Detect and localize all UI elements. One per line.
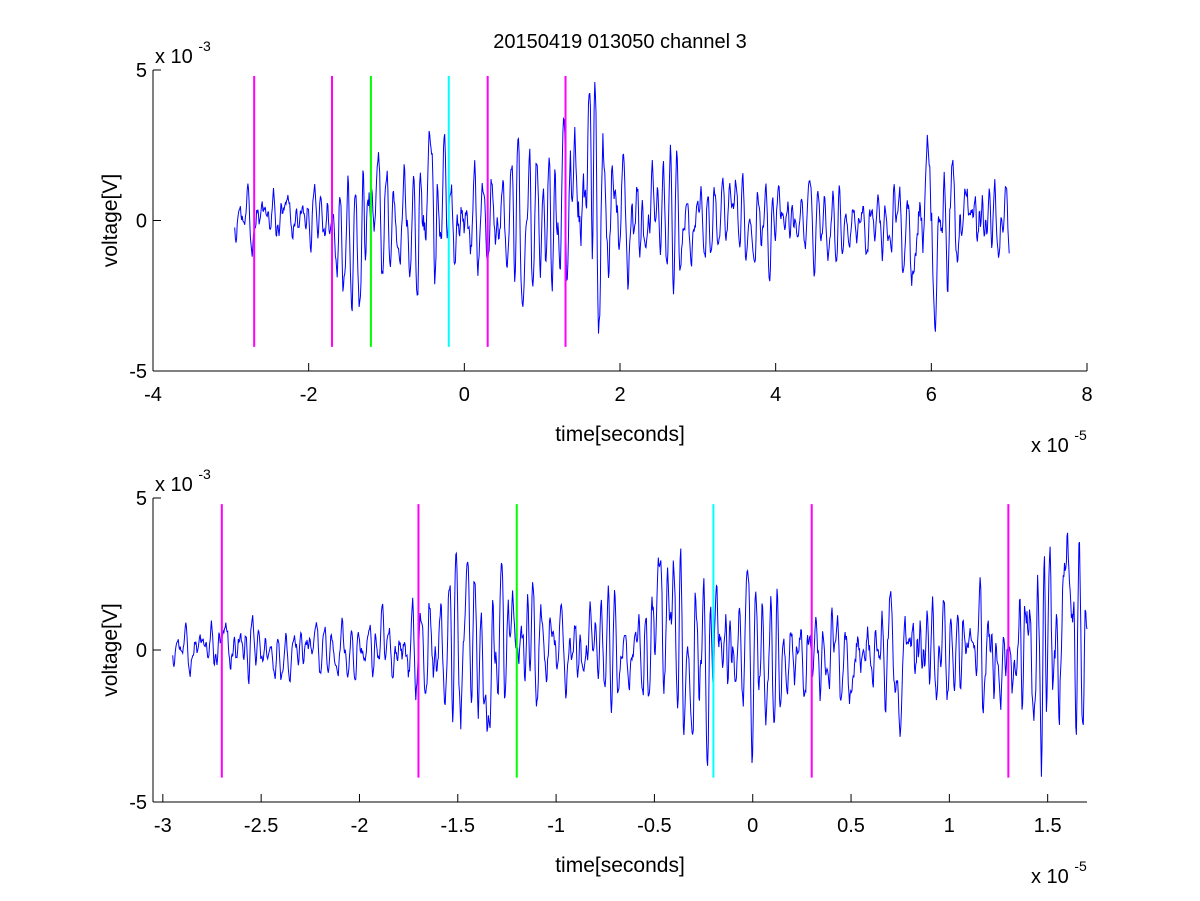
x-tick-label: 1.5 bbox=[1034, 815, 1062, 837]
bottom-axes: -3 -2.5 -2 -1.5 -1 -0.5 0 0.5 1 1.5 -5 0 5 x 10 -3 x 1… bbox=[99, 466, 1088, 888]
signal-trace bbox=[234, 81, 1010, 334]
y-tick-label: -5 bbox=[129, 792, 147, 814]
y-exponent: -3 bbox=[198, 466, 211, 482]
x-exponent: -5 bbox=[1074, 858, 1087, 874]
figure-title: 20150419 013050 channel 3 bbox=[493, 31, 747, 53]
x-tick-label: 1 bbox=[944, 815, 955, 837]
x-axis-label: time[seconds] bbox=[555, 854, 685, 877]
x-tick-label: -0.5 bbox=[637, 815, 671, 837]
y-exponent-label: x 10 -3 bbox=[155, 466, 211, 496]
y-axis-label: voltage[V] bbox=[99, 174, 122, 267]
y-tick-label: 0 bbox=[136, 640, 147, 662]
x-exponent: -5 bbox=[1074, 427, 1087, 443]
y-axis-label: voltage[V] bbox=[99, 603, 122, 696]
x-tick-label: 2 bbox=[614, 384, 625, 406]
x-tick-label: 0 bbox=[459, 384, 470, 406]
x-tick-label: 4 bbox=[770, 384, 781, 406]
y-exponent: -3 bbox=[198, 38, 211, 54]
x-tick-label: 6 bbox=[926, 384, 937, 406]
top-axes: -4 -2 0 2 4 6 8 -5 0 5 x 10 -3 x 10 -5 time[seconds]… bbox=[99, 38, 1093, 457]
signal-trace bbox=[172, 532, 1088, 777]
x-tick-label: -1 bbox=[547, 815, 565, 837]
x-exponent-label: x 10 -5 bbox=[1031, 858, 1087, 888]
y-tick-label: 0 bbox=[136, 211, 147, 233]
x-tick-label: -1.5 bbox=[441, 815, 475, 837]
x-tick-label: 0 bbox=[747, 815, 758, 837]
x-exponent-label: x 10 -5 bbox=[1031, 427, 1087, 457]
y-tick-label: 5 bbox=[136, 488, 147, 510]
y-exponent-label: x 10 -3 bbox=[155, 38, 211, 68]
x-tick-label: 0.5 bbox=[837, 815, 865, 837]
x-tick-label: -2.5 bbox=[244, 815, 278, 837]
y-tick-label: 5 bbox=[136, 60, 147, 82]
x-tick-label: -2 bbox=[300, 384, 318, 406]
x-tick-label: -4 bbox=[144, 384, 162, 406]
x-tick-label: -3 bbox=[154, 815, 172, 837]
x-tick-label: 8 bbox=[1081, 384, 1092, 406]
x-axis-label: time[seconds] bbox=[555, 423, 685, 446]
y-tick-label: -5 bbox=[129, 361, 147, 383]
x-tick-label: -2 bbox=[351, 815, 369, 837]
